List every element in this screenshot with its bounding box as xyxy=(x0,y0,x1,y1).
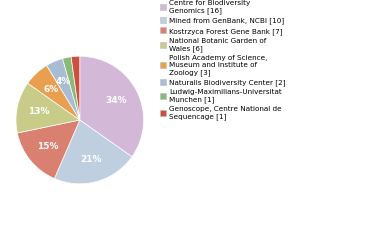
Legend: Centre for Biodiversity
Genomics [16], Mined from GenBank, NCBI [10], Kostrzyca : Centre for Biodiversity Genomics [16], M… xyxy=(160,0,285,120)
Wedge shape xyxy=(63,57,80,120)
Wedge shape xyxy=(54,120,132,184)
Wedge shape xyxy=(47,59,80,120)
Text: 15%: 15% xyxy=(37,142,59,151)
Wedge shape xyxy=(71,56,80,120)
Wedge shape xyxy=(16,83,80,133)
Text: 4%: 4% xyxy=(55,78,71,86)
Text: 34%: 34% xyxy=(106,96,127,105)
Text: 21%: 21% xyxy=(80,156,102,164)
Text: 13%: 13% xyxy=(28,107,50,116)
Text: 6%: 6% xyxy=(44,85,59,94)
Wedge shape xyxy=(17,120,80,179)
Wedge shape xyxy=(80,56,144,157)
Wedge shape xyxy=(28,66,80,120)
